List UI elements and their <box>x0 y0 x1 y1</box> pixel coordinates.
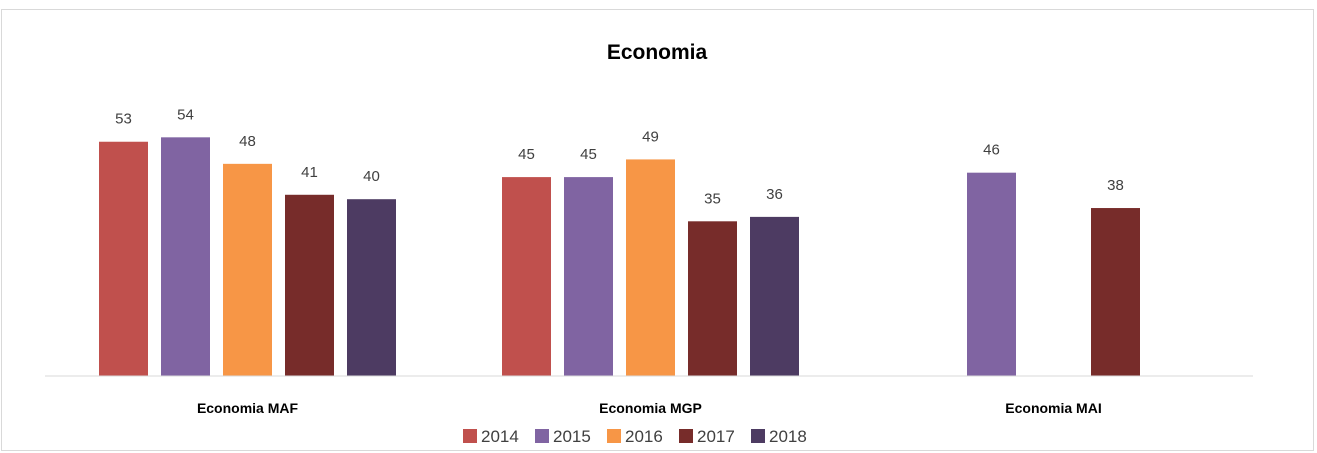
data-label-2015-1: 54 <box>177 106 194 123</box>
chart-frame: Economia 53 54 48 41 40 45 45 49 35 36 46 38 Econom… <box>1 9 1314 451</box>
data-label-2015-2: 45 <box>580 146 597 163</box>
data-label-2016-1: 48 <box>239 133 256 150</box>
legend-label-2014: 2014 <box>481 427 519 446</box>
chart-title: Economia <box>607 41 708 64</box>
bar-2015-2 <box>564 177 613 376</box>
data-label-2014-1: 53 <box>115 111 132 128</box>
bar-2018-2 <box>750 216 799 376</box>
category-label-3: Economia MAI <box>1005 400 1101 416</box>
legend-label-2015: 2015 <box>553 427 591 446</box>
data-labels-group: 53 54 48 41 40 45 45 49 35 36 46 38 <box>115 106 1124 207</box>
bar-2015-1 <box>161 137 210 376</box>
bar-2017-1 <box>285 194 334 376</box>
bar-2014-2 <box>502 177 551 376</box>
bar-2014-1 <box>99 141 148 376</box>
legend-swatch-2018 <box>751 429 765 443</box>
bar-2016-2 <box>626 159 675 376</box>
bar-2015-3 <box>967 172 1016 376</box>
bar-2017-3 <box>1091 208 1140 376</box>
category-label-1: Economia MAF <box>197 400 299 416</box>
bar-2016-1 <box>223 163 272 376</box>
legend-label-2017: 2017 <box>697 427 735 446</box>
legend-swatch-2017 <box>679 429 693 443</box>
legend-label-2016: 2016 <box>625 427 663 446</box>
legend: 2014 2015 2016 2017 2018 <box>463 427 807 446</box>
bar-2018-1 <box>347 199 396 376</box>
data-label-2014-2: 45 <box>518 146 535 163</box>
legend-swatch-2014 <box>463 429 477 443</box>
data-label-2015-3: 46 <box>983 142 1000 159</box>
legend-swatch-2016 <box>607 429 621 443</box>
data-label-2017-2: 35 <box>704 190 721 207</box>
data-label-2018-2: 36 <box>766 186 783 203</box>
data-label-2018-1: 40 <box>363 168 380 185</box>
legend-label-2018: 2018 <box>769 427 807 446</box>
data-label-2017-1: 41 <box>301 164 318 181</box>
category-label-2: Economia MGP <box>599 400 702 416</box>
data-label-2016-2: 49 <box>642 128 659 145</box>
legend-swatch-2015 <box>535 429 549 443</box>
bar-chart: Economia 53 54 48 41 40 45 45 49 35 36 46 38 Econom… <box>45 41 1253 446</box>
category-labels-group: Economia MAF Economia MGP Economia MAI <box>197 400 1102 416</box>
bars-group <box>99 137 1140 376</box>
data-label-2017-3: 38 <box>1107 177 1124 194</box>
bar-2017-2 <box>688 221 737 376</box>
